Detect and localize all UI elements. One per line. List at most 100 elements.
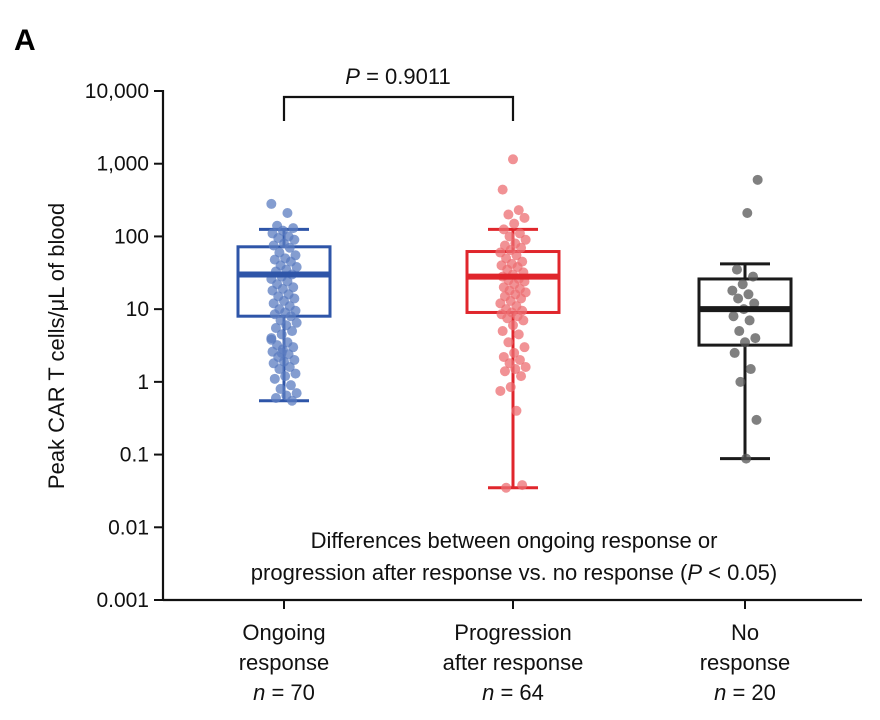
data-point	[505, 381, 516, 392]
annotation: Differences between ongoing response or …	[251, 528, 777, 585]
data-point	[275, 383, 286, 394]
category-n: n = 70	[253, 680, 315, 705]
data-point	[743, 289, 754, 300]
data-point	[499, 366, 510, 377]
data-point	[508, 320, 518, 331]
category-n: n = 20	[714, 680, 776, 705]
y-tick-label: 0.01	[108, 516, 149, 539]
data-point	[288, 342, 299, 353]
data-point	[287, 326, 298, 337]
box-group-3	[697, 174, 793, 464]
data-point	[276, 329, 287, 340]
category-n: n = 64	[482, 680, 544, 705]
data-point	[288, 223, 299, 234]
data-point	[511, 250, 522, 261]
data-point	[750, 333, 761, 344]
data-point	[510, 364, 521, 375]
data-point	[501, 482, 512, 493]
data-point	[749, 298, 760, 309]
data-point	[513, 329, 524, 340]
data-point	[504, 231, 515, 242]
data-point	[285, 311, 296, 322]
data-point	[274, 364, 285, 375]
data-point	[288, 282, 299, 293]
data-point	[731, 264, 742, 275]
data-point	[503, 337, 514, 348]
category-label-line1: Progression	[454, 620, 571, 645]
data-point	[748, 271, 759, 282]
data-point	[280, 371, 291, 382]
annotation-p-symbol: P	[687, 560, 702, 585]
data-point	[737, 279, 748, 290]
axes: 0.001 0.01 0.1 1 10 100 1,000 10,000	[85, 80, 862, 612]
data-point	[517, 480, 528, 491]
data-point	[741, 453, 752, 464]
data-point	[270, 392, 281, 403]
data-point	[520, 362, 531, 373]
data-point	[513, 205, 524, 216]
data-point	[285, 380, 296, 391]
data-point	[728, 311, 739, 322]
y-tick-label: 10,000	[85, 80, 149, 103]
data-point	[276, 347, 287, 358]
data-point	[509, 347, 520, 358]
data-point	[289, 354, 300, 365]
data-point	[744, 315, 755, 326]
data-point	[729, 347, 740, 358]
data-point	[727, 285, 738, 296]
y-tick-label: 1,000	[96, 153, 149, 176]
data-point	[518, 315, 529, 326]
data-point	[745, 364, 756, 375]
data-point	[511, 405, 522, 416]
data-point	[284, 242, 295, 253]
data-point	[268, 240, 279, 251]
category-label-line1: No	[731, 620, 759, 645]
data-point	[497, 326, 508, 337]
n-value: = 20	[726, 680, 776, 705]
n-symbol: n	[253, 680, 265, 705]
data-point	[502, 313, 513, 324]
data-point	[291, 317, 302, 328]
data-point	[740, 337, 750, 348]
data-point	[503, 209, 514, 220]
data-point	[287, 395, 298, 406]
box-group-1	[236, 198, 332, 406]
data-point	[509, 218, 520, 229]
annotation-line-1: Differences between ongoing response or	[311, 528, 718, 553]
data-point	[514, 354, 525, 365]
data-point	[516, 293, 527, 304]
annotation-line-2: progression after response vs. no respon…	[251, 560, 777, 585]
bracket-line	[282, 95, 515, 121]
n-value: = 64	[494, 680, 544, 705]
data-point	[498, 351, 509, 362]
y-axis-label: Peak CAR T cells/μL of blood	[44, 203, 69, 489]
y-tick-label: 0.001	[96, 589, 149, 612]
n-value: = 70	[265, 680, 315, 705]
y-tick-label: 10	[126, 298, 149, 321]
data-point	[498, 224, 509, 235]
data-point	[734, 326, 745, 337]
category-label-line1: Ongoing	[242, 620, 325, 645]
y-tick-label: 1	[137, 371, 149, 394]
data-point	[519, 212, 530, 223]
data-point	[735, 376, 746, 387]
p-value: = 0.9011	[360, 64, 451, 89]
data-point	[289, 234, 300, 245]
data-point	[282, 207, 293, 218]
data-point	[289, 293, 300, 304]
category-label-line2: after response	[443, 650, 584, 675]
data-point	[751, 414, 762, 425]
data-point	[284, 362, 295, 373]
data-point	[270, 323, 281, 334]
p-symbol: P	[345, 64, 360, 89]
category-label-line2: response	[700, 650, 791, 675]
plot-area	[236, 154, 793, 493]
x-axis-categories: Ongoing response n = 70 Progression after re…	[239, 620, 791, 705]
data-point	[516, 242, 527, 253]
y-tick-label: 0.1	[120, 444, 149, 467]
data-point	[291, 261, 302, 272]
data-point	[497, 184, 508, 195]
data-point	[733, 293, 744, 304]
data-point	[508, 154, 518, 165]
